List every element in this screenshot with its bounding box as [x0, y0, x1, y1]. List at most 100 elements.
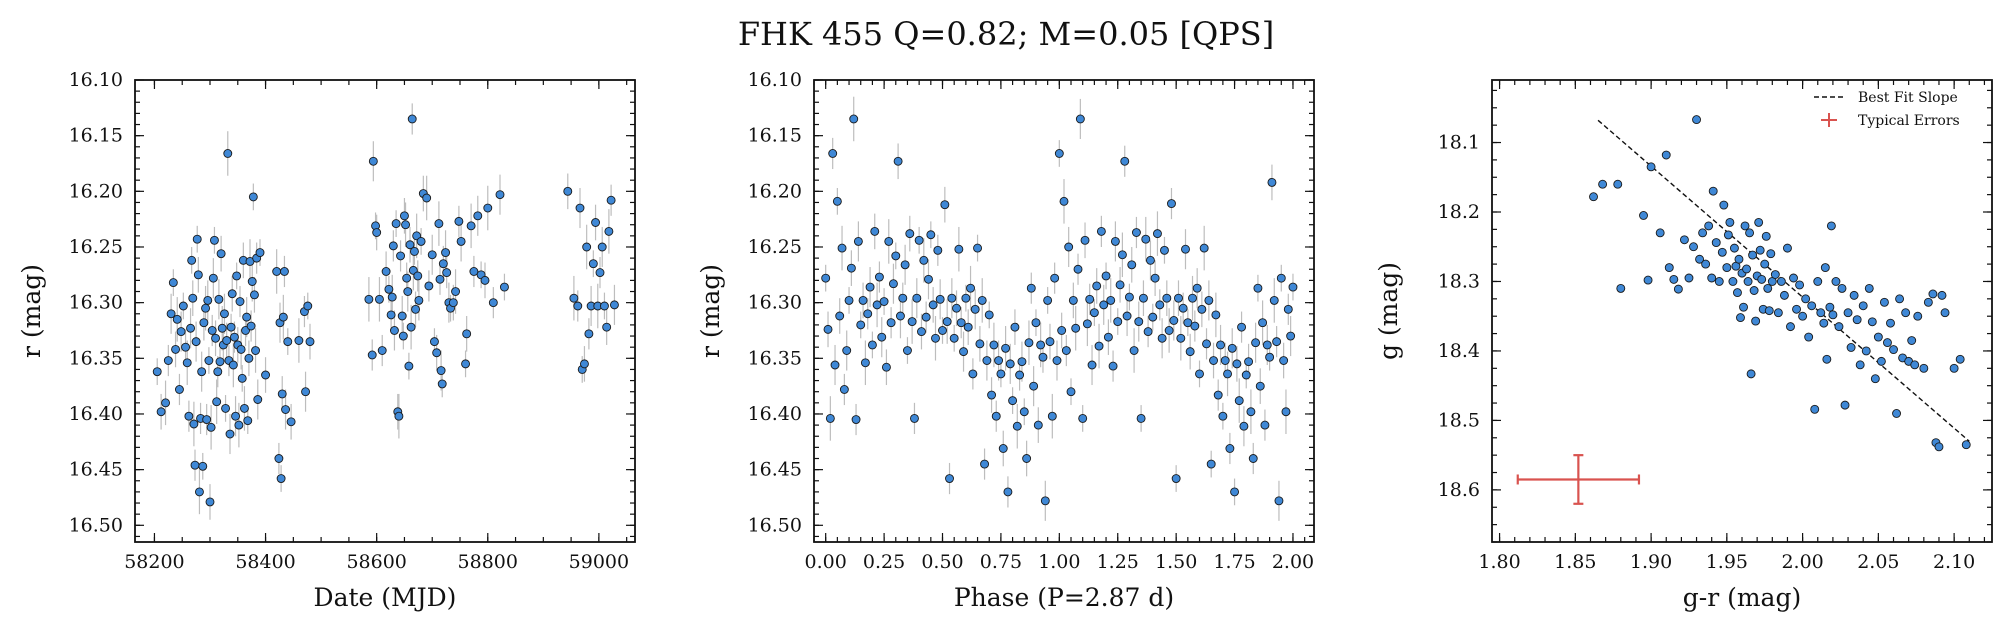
y-tick-label: 16.10: [69, 69, 123, 91]
data-point: [402, 273, 412, 283]
data-point: [1141, 234, 1151, 244]
data-point: [429, 337, 439, 347]
data-point: [1092, 281, 1102, 291]
data-point: [193, 270, 203, 280]
data-point: [1272, 337, 1282, 347]
data-point: [495, 190, 505, 200]
data-point: [563, 186, 573, 196]
data-point: [1258, 318, 1268, 328]
data-point: [1728, 277, 1738, 286]
data-point: [441, 248, 451, 258]
data-point: [1237, 322, 1247, 332]
data-point: [499, 282, 509, 292]
y-tick-label: 16.40: [69, 403, 123, 425]
data-point: [825, 413, 835, 423]
data-point: [394, 411, 404, 421]
data-point: [1739, 302, 1748, 312]
data-point: [1031, 318, 1041, 328]
data-point: [386, 310, 396, 320]
data-point: [1244, 357, 1254, 367]
data-point: [849, 114, 859, 124]
data-point: [1673, 284, 1683, 294]
data-point: [1174, 293, 1183, 303]
data-point: [203, 295, 213, 305]
data-point: [977, 295, 987, 305]
data-point: [237, 373, 247, 383]
data-point: [1066, 387, 1076, 397]
data-point: [228, 360, 238, 370]
data-point: [305, 337, 315, 347]
data-point: [198, 461, 208, 471]
data-point: [178, 301, 188, 311]
data-point: [1598, 179, 1608, 189]
data-point: [279, 267, 289, 276]
data-point: [1129, 346, 1139, 355]
data-point: [1795, 280, 1805, 290]
data-point: [1919, 363, 1929, 373]
legend: Best Fit Slope Typical Errors: [1814, 90, 1960, 129]
data-point: [1253, 283, 1263, 293]
x-tick-label: 1.90: [1630, 551, 1672, 573]
plot-frame: [813, 79, 1315, 543]
data-point: [910, 413, 919, 423]
phased-curve-panel: 0.00 0.25 0.50 0.75 1.00 1.25 1.50 1.75 2.00 16.1…: [696, 69, 1315, 612]
data-point: [384, 284, 394, 294]
data-point: [891, 251, 901, 261]
data-point: [1934, 442, 1944, 452]
data-point: [942, 317, 952, 327]
data-point: [226, 322, 236, 332]
y-tick-label: 18.3: [1438, 270, 1480, 292]
y-tick-label: 16.35: [69, 347, 123, 369]
data-point: [1937, 290, 1947, 300]
data-point: [1045, 337, 1055, 347]
data-point: [888, 279, 898, 289]
data-point: [432, 348, 442, 358]
y-tick-label: 16.10: [748, 69, 802, 91]
data-point: [1886, 318, 1895, 328]
data-point: [1029, 381, 1039, 391]
data-point: [1227, 343, 1237, 353]
data-point: [236, 344, 246, 354]
data-point: [1005, 359, 1015, 369]
data-point: [1279, 356, 1289, 365]
data-point: [996, 369, 1006, 379]
data-point: [1804, 332, 1814, 342]
data-point: [1745, 228, 1755, 238]
data-point: [1819, 318, 1829, 328]
data-point: [1024, 338, 1034, 348]
data-point: [1010, 322, 1020, 332]
y-tick-label: 18.6: [1438, 479, 1480, 501]
y-tick-label: 16.20: [69, 180, 123, 202]
data-point: [1701, 259, 1711, 269]
data-point: [201, 303, 211, 313]
data-point: [174, 385, 184, 394]
y-axis-label: r (mag): [17, 264, 46, 358]
data-point: [1722, 263, 1732, 273]
data-point: [1861, 346, 1871, 356]
data-point: [994, 356, 1004, 365]
data-point: [1816, 308, 1826, 318]
data-point: [1059, 196, 1069, 206]
data-point: [832, 196, 842, 206]
data-point: [1288, 282, 1298, 292]
data-point: [219, 309, 229, 319]
data-point: [1883, 338, 1892, 348]
x-tick-label: 2.00: [1272, 551, 1314, 573]
y-tick-label: 18.2: [1438, 201, 1480, 223]
data-point: [1043, 295, 1053, 305]
data-point: [1022, 454, 1032, 463]
data-point: [966, 283, 975, 293]
x-tick-label: 1.80: [1478, 551, 1520, 573]
data-point: [1015, 370, 1025, 380]
data-point: [364, 294, 374, 304]
x-tick-label: 2.05: [1857, 551, 1899, 573]
data-point: [377, 346, 387, 355]
data-point: [229, 332, 239, 342]
data-point: [1064, 242, 1074, 252]
data-point: [232, 271, 242, 281]
data-point: [1223, 369, 1233, 379]
data-point: [1071, 323, 1081, 333]
y-axis-label: r (mag): [696, 264, 725, 358]
data-point: [1157, 333, 1167, 343]
data-point: [1089, 308, 1099, 318]
